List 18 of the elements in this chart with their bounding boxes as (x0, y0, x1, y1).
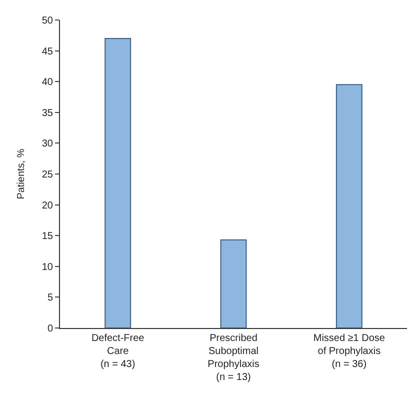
x-tick-label: Missed ≥1 Dose of Prophylaxis (n = 36) (313, 333, 386, 370)
y-tick-label: 35 (42, 108, 54, 119)
bar (104, 38, 132, 328)
y-tick-label: 20 (42, 200, 54, 212)
x-tick-label: Prescribed Suboptimal Prophylaxis (n = 13) (208, 333, 260, 383)
y-tick-label: 10 (42, 262, 54, 273)
y-tick-label: 45 (42, 46, 54, 58)
y-tick-label: 15 (42, 231, 54, 242)
bar (336, 84, 362, 328)
bar (220, 239, 247, 328)
y-tick-label: 0 (47, 324, 54, 334)
y-tick-label: 5 (47, 292, 54, 304)
y-tick-label: 25 (42, 170, 54, 180)
x-tick-label: Defect-Free Care (n = 43) (91, 333, 145, 370)
y-tick-label: 50 (42, 16, 54, 26)
y-tick-label: 30 (42, 138, 54, 150)
y-tick-label: 40 (42, 77, 54, 88)
y-axis-title: Patients, % (16, 148, 27, 200)
